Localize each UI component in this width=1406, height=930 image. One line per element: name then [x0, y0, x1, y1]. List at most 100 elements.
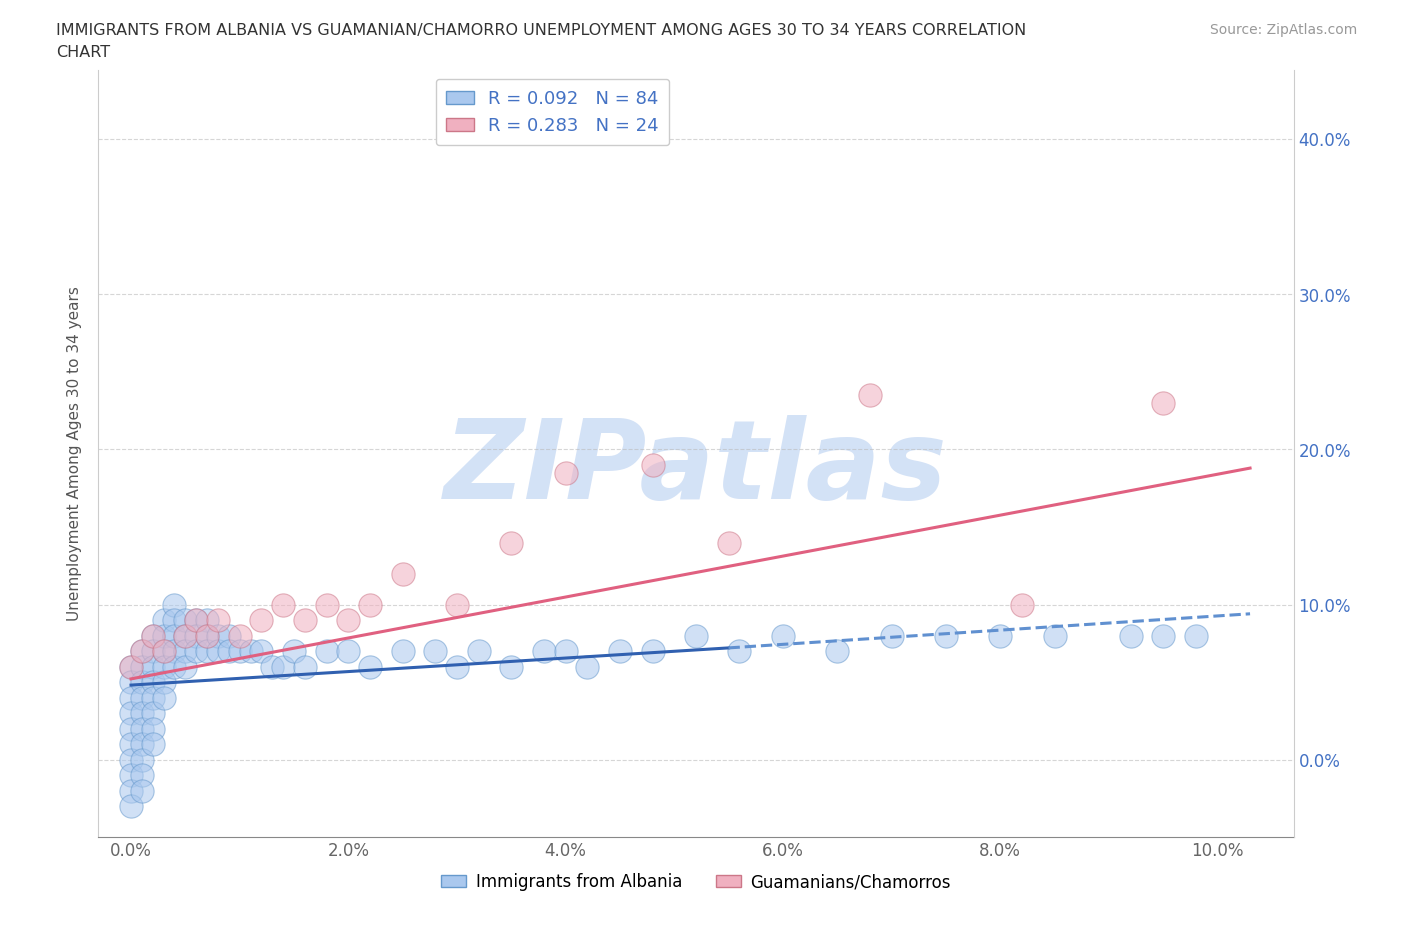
Point [207, 613, 229, 628]
Point [152, 644, 174, 658]
Point [186, 613, 208, 628]
Point [131, 644, 153, 658]
Y-axis label: Unemployment Among Ages 30 to 34 years: Unemployment Among Ages 30 to 34 years [67, 286, 83, 621]
Point [152, 674, 174, 689]
Point [207, 628, 229, 643]
Point [359, 659, 381, 674]
Text: ZIPatlas: ZIPatlas [444, 415, 948, 523]
Point [163, 597, 186, 612]
Point [174, 628, 197, 643]
Legend: Immigrants from Albania, Guamanians/Chamorros: Immigrants from Albania, Guamanians/Cham… [434, 867, 957, 897]
Point [315, 644, 337, 658]
Point [641, 458, 664, 472]
Point [131, 767, 153, 782]
Point [1011, 597, 1033, 612]
Point [609, 644, 631, 658]
Point [131, 752, 153, 767]
Point [685, 628, 707, 643]
Point [576, 659, 599, 674]
Point [131, 737, 153, 751]
Point [142, 659, 165, 674]
Point [228, 628, 250, 643]
Point [120, 659, 142, 674]
Point [142, 644, 165, 658]
Point [120, 737, 142, 751]
Point [772, 628, 794, 643]
Point [554, 465, 576, 480]
Point [195, 628, 218, 643]
Point [131, 783, 153, 798]
Point [271, 597, 294, 612]
Point [467, 644, 489, 658]
Point [174, 659, 197, 674]
Point [186, 613, 208, 628]
Point [315, 597, 337, 612]
Text: Source: ZipAtlas.com: Source: ZipAtlas.com [1209, 23, 1357, 37]
Point [131, 721, 153, 736]
Point [163, 644, 186, 658]
Point [152, 613, 174, 628]
Text: IMMIGRANTS FROM ALBANIA VS GUAMANIAN/CHAMORRO UNEMPLOYMENT AMONG AGES 30 TO 34 Y: IMMIGRANTS FROM ALBANIA VS GUAMANIAN/CHA… [56, 23, 1026, 38]
Point [501, 659, 523, 674]
Point [250, 613, 273, 628]
Point [554, 644, 576, 658]
Point [935, 628, 957, 643]
Point [142, 674, 165, 689]
Text: CHART: CHART [56, 45, 110, 60]
Point [120, 721, 142, 736]
Point [152, 644, 174, 658]
Point [1119, 628, 1142, 643]
Point [533, 644, 555, 658]
Point [120, 767, 142, 782]
Point [228, 644, 250, 658]
Point [391, 644, 413, 658]
Point [391, 566, 413, 581]
Point [1152, 628, 1174, 643]
Point [120, 690, 142, 705]
Point [239, 644, 262, 658]
Point [717, 535, 740, 550]
Point [728, 644, 751, 658]
Point [120, 706, 142, 721]
Point [262, 659, 284, 674]
Point [250, 644, 273, 658]
Point [1152, 395, 1174, 410]
Point [186, 644, 208, 658]
Point [131, 690, 153, 705]
Point [152, 690, 174, 705]
Point [218, 628, 240, 643]
Point [142, 737, 165, 751]
Point [641, 644, 664, 658]
Point [174, 628, 197, 643]
Point [131, 706, 153, 721]
Point [195, 613, 218, 628]
Point [294, 659, 316, 674]
Point [446, 659, 468, 674]
Point [186, 628, 208, 643]
Point [880, 628, 903, 643]
Point [294, 613, 316, 628]
Point [425, 644, 447, 658]
Point [283, 644, 305, 658]
Point [988, 628, 1011, 643]
Point [163, 613, 186, 628]
Point [195, 644, 218, 658]
Point [195, 628, 218, 643]
Point [142, 628, 165, 643]
Point [131, 644, 153, 658]
Point [142, 721, 165, 736]
Point [359, 597, 381, 612]
Point [131, 659, 153, 674]
Point [142, 706, 165, 721]
Point [218, 644, 240, 658]
Point [163, 628, 186, 643]
Point [825, 644, 848, 658]
Point [501, 535, 523, 550]
Point [142, 628, 165, 643]
Point [152, 659, 174, 674]
Point [152, 628, 174, 643]
Point [142, 690, 165, 705]
Point [163, 659, 186, 674]
Point [337, 613, 360, 628]
Point [120, 674, 142, 689]
